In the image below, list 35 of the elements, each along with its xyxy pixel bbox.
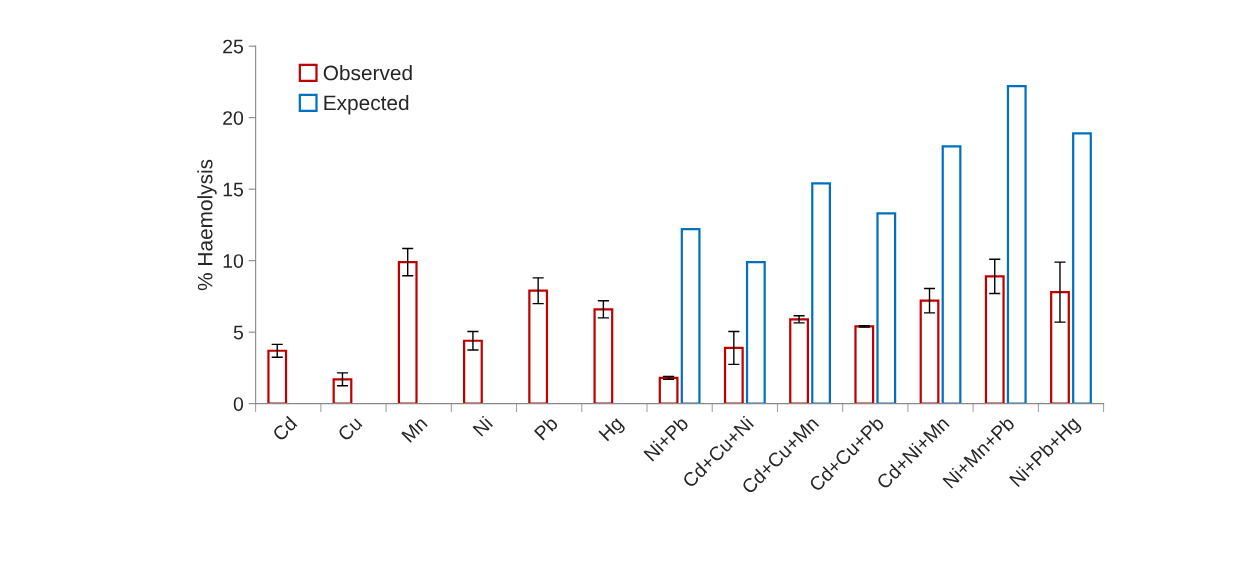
x-tick-label: Cu	[336, 416, 363, 442]
bar	[397, 260, 418, 404]
bar	[463, 339, 483, 404]
y-tick-label: 5	[233, 325, 244, 340]
y-tick-label: 25	[223, 39, 244, 54]
bar	[919, 299, 940, 404]
bar	[1072, 132, 1092, 404]
bar	[854, 325, 875, 404]
bar	[789, 318, 809, 404]
bar	[528, 289, 549, 404]
bar	[723, 346, 744, 404]
y-tick-label: 0	[233, 397, 244, 411]
bar	[658, 376, 679, 404]
x-tick-label: Hg	[598, 416, 627, 445]
x-tick-label: Ni	[472, 415, 493, 437]
y-tick-label: 20	[223, 111, 244, 125]
y-axis-title: % Haemolysis	[197, 159, 217, 291]
y-tick-label: 15	[223, 182, 244, 197]
bar	[1006, 85, 1027, 404]
y-tick-label: 10	[223, 254, 244, 268]
bar	[984, 275, 1005, 404]
x-tick-label: Cd	[271, 415, 298, 442]
bar	[745, 260, 766, 404]
bar	[267, 349, 288, 404]
x-tick-label: Mn	[401, 416, 428, 443]
bar	[876, 212, 897, 404]
bar	[593, 308, 614, 404]
bar	[1050, 291, 1070, 404]
bar	[811, 182, 831, 404]
bar	[941, 145, 962, 404]
bar	[332, 378, 353, 404]
legend-label: Observed	[323, 65, 412, 81]
x-tick-label: Pb	[533, 415, 559, 441]
bar	[680, 228, 701, 404]
legend-label: Expected	[324, 94, 409, 115]
